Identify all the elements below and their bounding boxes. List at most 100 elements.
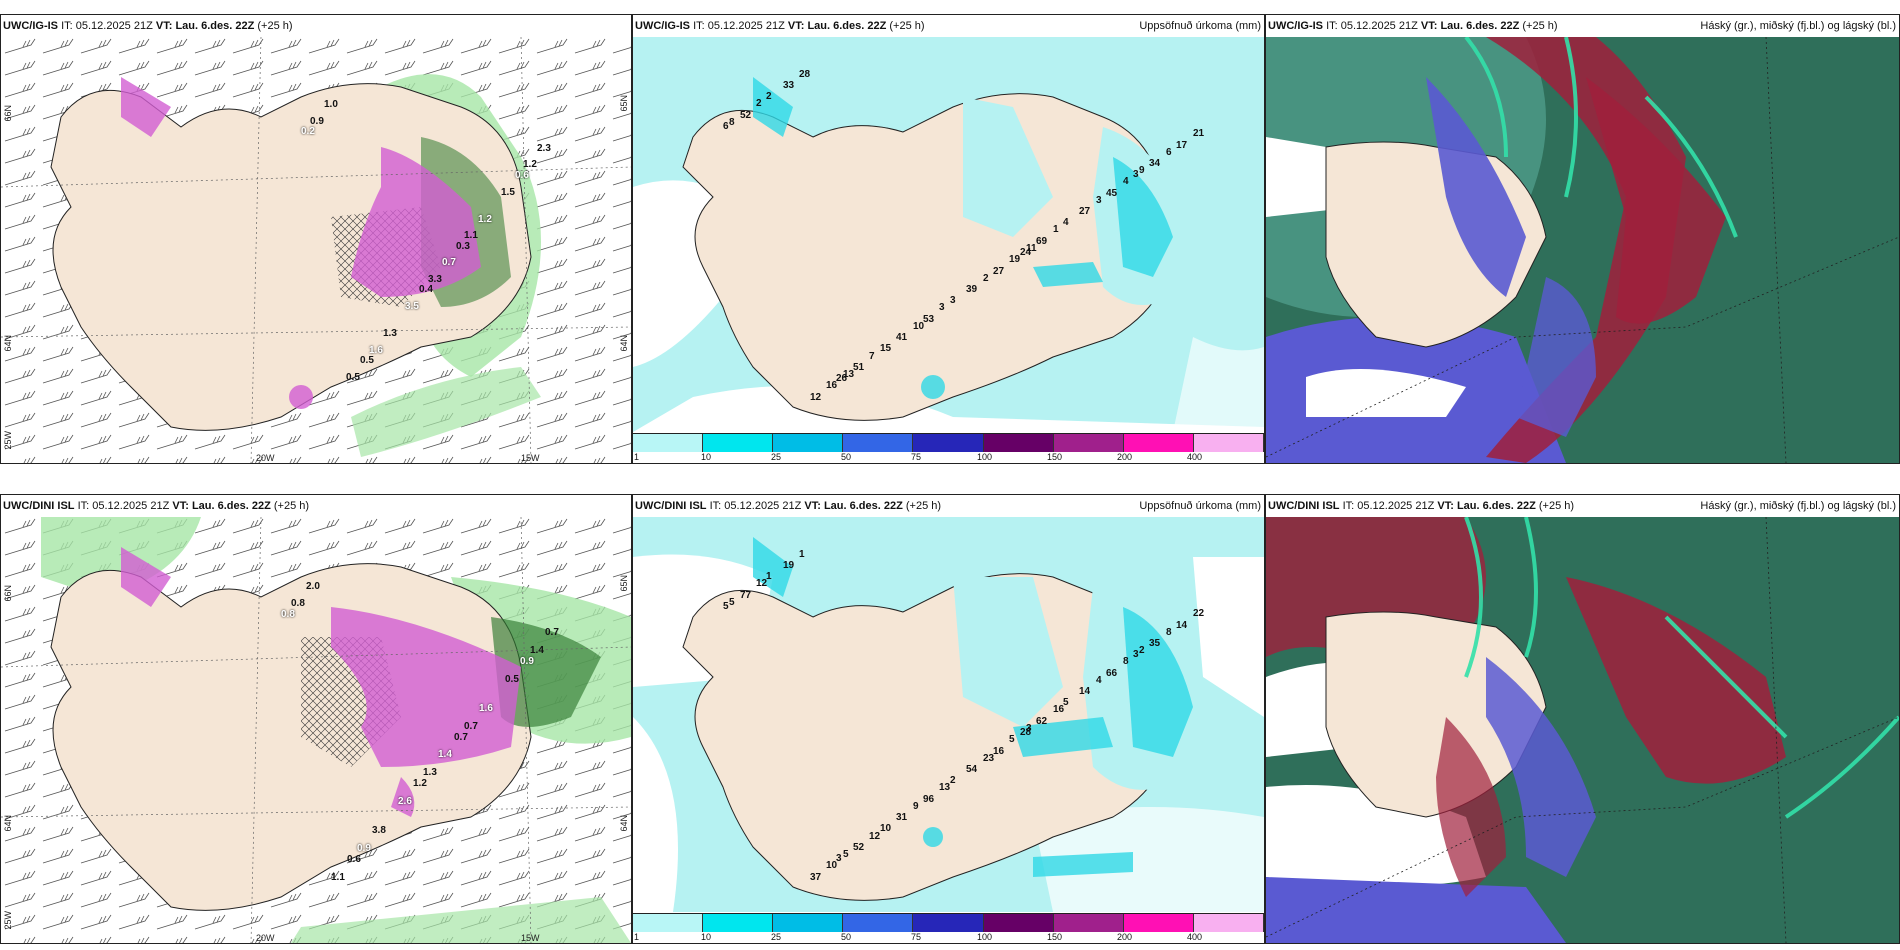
it-value: 05.12.2025 21Z (1340, 20, 1418, 32)
colorbar-bin (983, 914, 1054, 932)
map-value-label: 0.5 (346, 372, 360, 383)
map-value-label: 12 (869, 831, 881, 842)
map-value-label: 15 (880, 343, 892, 354)
panel-r1-clouds: UWC/IG-IS IT: 05.12.2025 21Z VT: Lau. 6.… (1265, 14, 1900, 464)
panel-header: UWC/DINI ISL IT: 05.12.2025 21Z VT: Lau.… (1266, 495, 1899, 517)
map-value-label: 14 (1079, 686, 1091, 697)
vt-value: Lau. 6.des. 22Z (1440, 20, 1520, 32)
map-area (1266, 517, 1899, 943)
colorbar-bin (1053, 914, 1124, 932)
map-value-label: 1.2 (413, 778, 427, 789)
map-value-label: 0.7 (454, 732, 468, 743)
map-value-label: 3.3 (428, 274, 442, 285)
it-label: IT: (77, 500, 90, 512)
map-value-label: 3 (836, 853, 842, 864)
map-value-label: 1.6 (479, 703, 493, 714)
map-value-label: 4 (1063, 217, 1069, 228)
map-value-label: 13 (843, 369, 855, 380)
map-value-label: 19 (1009, 254, 1021, 265)
it-value: 05.12.2025 21Z (75, 20, 153, 32)
colorbar-tick: 1 (634, 452, 640, 462)
cloud-map (1266, 37, 1899, 463)
vt-value: Lau. 6.des. 22Z (175, 20, 255, 32)
map-value-label: 51 (853, 362, 865, 373)
wind-precip-map (1, 517, 631, 943)
map-value-label: 77 (740, 590, 752, 601)
map-value-label: 16 (993, 746, 1005, 757)
map-value-label: 3 (1026, 723, 1032, 734)
map-value-label: 13 (939, 782, 951, 793)
it-value: 05.12.2025 21Z (92, 500, 170, 512)
map-value-label: 21 (1193, 128, 1205, 139)
wind-precip-map (1, 37, 631, 463)
map-value-label: 37 (810, 872, 822, 883)
map-value-label: 8 (729, 117, 735, 128)
map-value-label: 11 (1026, 243, 1037, 254)
it-label: IT: (693, 20, 705, 32)
map-value-label: 1.4 (530, 645, 544, 656)
map-value-label: 66 (1106, 668, 1118, 679)
map-value-label: 0.7 (442, 257, 456, 268)
vt-label: VT: (172, 500, 189, 512)
panel-header: UWC/IG-IS IT: 05.12.2025 21Z VT: Lau. 6.… (1, 15, 631, 37)
map-value-label: 16 (826, 380, 838, 391)
cloud-map (1266, 517, 1899, 943)
map-value-label: 4 (1123, 176, 1129, 187)
map-value-label: 26 (836, 373, 848, 384)
lead-time: (+25 h) (257, 20, 293, 32)
panel-title: Uppsöfnuð úrkoma (mm) (1139, 20, 1261, 32)
map-value-label: 2 (950, 775, 956, 786)
map-value-label: 1.6 (369, 345, 383, 356)
lead-time: (+25 h) (1538, 500, 1575, 512)
map-value-label: 2 (766, 91, 772, 102)
colorbar-bin (1123, 434, 1194, 452)
vt-label: VT: (155, 20, 173, 32)
map-value-label: 2 (983, 273, 989, 284)
colorbar-bin (843, 434, 914, 452)
panel-header: UWC/IG-IS IT: 05.12.2025 21Z VT: Lau. 6.… (1266, 15, 1899, 37)
it-value: 05.12.2025 21Z (1357, 500, 1435, 512)
map-value-label: 8 (1123, 656, 1129, 667)
map-value-label: 54 (966, 764, 978, 775)
lat-label: 64N (3, 335, 13, 352)
map-value-label: 52 (740, 110, 752, 121)
map-value-label: 53 (923, 314, 935, 325)
map-value-label: 3.8 (372, 825, 386, 836)
iceland-land (682, 93, 1174, 421)
map-value-label: 1.1 (464, 230, 478, 241)
colorbar-tick: 400 (1187, 932, 1203, 942)
map-value-label: 1 (1053, 224, 1059, 235)
map-value-label: 2 (1139, 645, 1145, 656)
map-value-label: 0.6 (347, 854, 361, 865)
map-value-label: 0.5 (360, 355, 374, 366)
map-area (633, 517, 1264, 912)
colorbar (633, 913, 1264, 932)
panel-r1-wind-precip: UWC/IG-IS IT: 05.12.2025 21Z VT: Lau. 6.… (0, 14, 632, 464)
map-value-label: 6 (1166, 147, 1172, 158)
map-value-label: 1.4 (438, 749, 452, 760)
map-value-label: 1.0 (324, 99, 338, 110)
colorbar-tick: 50 (841, 452, 852, 462)
map-value-label: 2.0 (306, 581, 320, 592)
panel-header: UWC/DINI ISL IT: 05.12.2025 21Z VT: Lau.… (1, 495, 631, 517)
panel-header: UWC/IG-IS IT: 05.12.2025 21Z VT: Lau. 6.… (633, 15, 1264, 37)
map-value-label: 16 (1053, 704, 1065, 715)
colorbar-bin (843, 914, 914, 932)
map-value-label: 0.4 (419, 284, 433, 295)
lon-label: 15W (521, 453, 540, 463)
map-value-label: 0.5 (505, 674, 519, 685)
colorbar-tick: 400 (1187, 452, 1203, 462)
map-value-label: 0.6 (515, 170, 529, 181)
map-value-label: 28 (1020, 727, 1032, 738)
map-value-label: 45 (1106, 188, 1118, 199)
map-value-label: 0.8 (291, 598, 305, 609)
map-value-label: 10 (880, 823, 892, 834)
colorbar-bin (1053, 434, 1124, 452)
lead-time: (+25 h) (905, 500, 942, 512)
map-value-label: 1.2 (523, 159, 537, 170)
map-area (1, 37, 631, 463)
map-value-label: 6 (723, 121, 729, 132)
colorbar-tick: 100 (977, 452, 993, 462)
map-value-label: 12 (756, 578, 768, 589)
panel-title: Háský (gr.), miðský (fj.bl.) og lágský (… (1700, 20, 1896, 32)
